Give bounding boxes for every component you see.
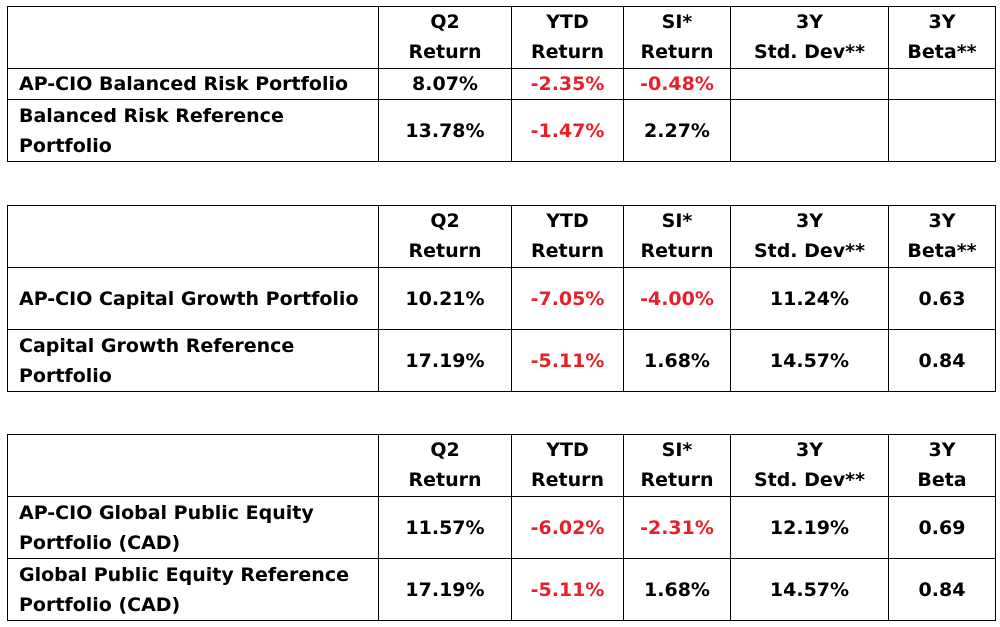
table-row: AP-CIO Capital Growth Portfolio 10.21% -… (7, 267, 996, 330)
q2-return-cell: 17.19% (378, 558, 512, 621)
table-row: Balanced Risk Reference Portfolio 13.78%… (7, 99, 996, 162)
q2-return-cell: 8.07% (378, 68, 512, 100)
header-3y-beta: 3Y Beta (888, 434, 996, 497)
beta-cell: 0.84 (888, 558, 996, 621)
table-row: AP-CIO Balanced Risk Portfolio 8.07% -2.… (7, 68, 996, 100)
global-public-equity-table: Q2 Return YTD Return SI* Return 3Y Std. Dev*… (7, 434, 996, 621)
ytd-return-cell: -7.05% (511, 267, 624, 330)
si-return-cell: -4.00% (623, 267, 731, 330)
header-3y-std-dev: 3Y Std. Dev** (730, 434, 889, 497)
std-dev-cell (730, 68, 889, 100)
q2-return-cell: 13.78% (378, 99, 512, 162)
beta-cell (888, 68, 996, 100)
std-dev-cell: 14.57% (730, 558, 889, 621)
std-dev-cell: 12.19% (730, 496, 889, 559)
ytd-return-cell: -5.11% (511, 558, 624, 621)
portfolio-name: Balanced Risk Reference Portfolio (7, 99, 379, 162)
capital-growth-table: Q2 Return YTD Return SI* Return 3Y Std. Dev*… (7, 205, 996, 392)
header-3y-beta: 3Y Beta** (888, 205, 996, 268)
std-dev-cell: 11.24% (730, 267, 889, 330)
header-empty-cell (7, 434, 379, 497)
header-q2-return: Q2 Return (378, 434, 512, 497)
header-ytd-return: YTD Return (511, 434, 624, 497)
q2-return-cell: 11.57% (378, 496, 512, 559)
header-si-return: SI* Return (623, 6, 731, 69)
beta-cell: 0.69 (888, 496, 996, 559)
portfolio-name: Capital Growth Reference Portfolio (7, 329, 379, 392)
std-dev-cell (730, 99, 889, 162)
portfolio-name: AP-CIO Balanced Risk Portfolio (7, 68, 379, 100)
si-return-cell: -2.31% (623, 496, 731, 559)
si-return-cell: -0.48% (623, 68, 731, 100)
si-return-cell: 1.68% (623, 329, 731, 392)
portfolio-name: AP-CIO Global Public Equity Portfolio (C… (7, 496, 379, 559)
header-3y-beta: 3Y Beta** (888, 6, 996, 69)
q2-return-cell: 17.19% (378, 329, 512, 392)
q2-return-cell: 10.21% (378, 267, 512, 330)
ytd-return-cell: -2.35% (511, 68, 624, 100)
header-empty-cell (7, 205, 379, 268)
si-return-cell: 1.68% (623, 558, 731, 621)
si-return-cell: 2.27% (623, 99, 731, 162)
header-q2-return: Q2 Return (378, 205, 512, 268)
header-q2-return: Q2 Return (378, 6, 512, 69)
header-row: Q2 Return YTD Return SI* Return 3Y Std. Dev*… (7, 434, 996, 497)
table-row: Capital Growth Reference Portfolio 17.19… (7, 329, 996, 392)
ytd-return-cell: -5.11% (511, 329, 624, 392)
header-si-return: SI* Return (623, 434, 731, 497)
portfolio-name: Global Public Equity Reference Portfolio… (7, 558, 379, 621)
beta-cell: 0.63 (888, 267, 996, 330)
beta-cell: 0.84 (888, 329, 996, 392)
beta-cell (888, 99, 996, 162)
header-row: Q2 Return YTD Return SI* Return 3Y Std. Dev*… (7, 205, 996, 268)
header-row: Q2 Return YTD Return SI* Return 3Y Std. Dev*… (7, 6, 996, 69)
header-3y-std-dev: 3Y Std. Dev** (730, 205, 889, 268)
header-ytd-return: YTD Return (511, 205, 624, 268)
ytd-return-cell: -1.47% (511, 99, 624, 162)
header-empty-cell (7, 6, 379, 69)
balanced-risk-table: Q2 Return YTD Return SI* Return 3Y Std. Dev*… (7, 6, 996, 162)
header-3y-std-dev: 3Y Std. Dev** (730, 6, 889, 69)
ytd-return-cell: -6.02% (511, 496, 624, 559)
std-dev-cell: 14.57% (730, 329, 889, 392)
portfolio-name: AP-CIO Capital Growth Portfolio (7, 267, 379, 330)
header-si-return: SI* Return (623, 205, 731, 268)
table-row: AP-CIO Global Public Equity Portfolio (C… (7, 496, 996, 559)
table-row: Global Public Equity Reference Portfolio… (7, 558, 996, 621)
header-ytd-return: YTD Return (511, 6, 624, 69)
